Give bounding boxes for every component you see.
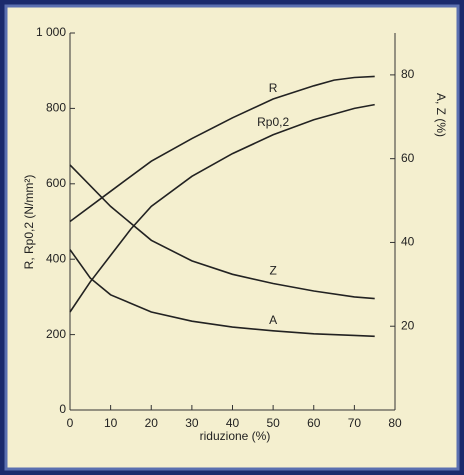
y-tick-label: 800 [46, 101, 66, 115]
x-tick-label: 0 [67, 416, 74, 430]
x-tick-label: 50 [266, 416, 280, 430]
y2-tick-label: 80 [401, 67, 415, 81]
x-tick-label: 20 [145, 416, 159, 430]
y2-tick-label: 40 [401, 235, 415, 249]
x-axis-title: riduzione (%) [200, 429, 271, 443]
series-line [69, 103, 375, 313]
y-tick-label: 1 000 [36, 25, 66, 39]
y2-tick-label: 20 [401, 318, 415, 332]
x-tick-label: 10 [104, 416, 118, 430]
y2-axis-title: A, Z (%) [434, 93, 448, 137]
x-tick-label: 40 [226, 416, 240, 430]
x-tick-label: 80 [388, 416, 402, 430]
y-tick-label: 200 [46, 327, 66, 341]
series-line [69, 249, 375, 338]
y2-tick-label: 60 [401, 151, 415, 165]
x-tick-label: 70 [348, 416, 362, 430]
y-axis-title: R, Rp0,2 (N/mm²) [22, 175, 36, 270]
series-label: R [269, 81, 278, 95]
y-tick-label: 600 [46, 176, 66, 190]
x-tick-label: 60 [307, 416, 321, 430]
series-line [69, 164, 375, 300]
panel [4, 4, 460, 471]
x-tick-label: 30 [185, 416, 199, 430]
series-line [69, 75, 375, 223]
y-tick-label: 400 [46, 251, 66, 265]
series-label: Z [269, 264, 276, 278]
y-tick-label: 0 [59, 402, 66, 416]
series-label: Rp0,2 [257, 115, 289, 129]
series-label: A [269, 313, 277, 327]
